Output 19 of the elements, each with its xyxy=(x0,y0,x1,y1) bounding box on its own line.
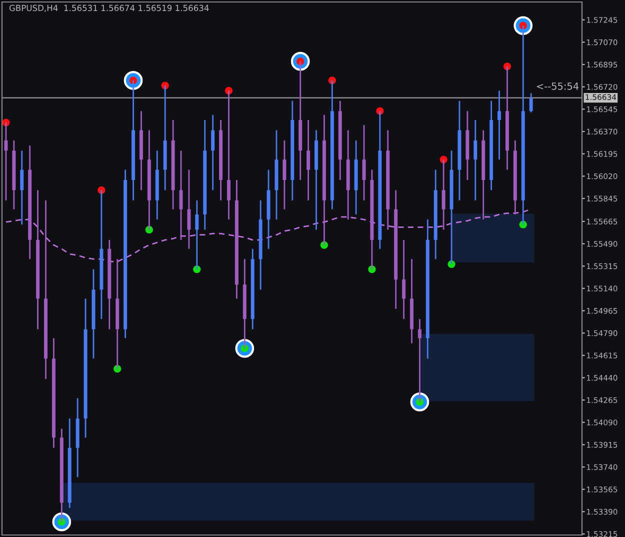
annotation: <--55:54 xyxy=(536,82,579,90)
candlestick xyxy=(195,200,199,270)
candlestick xyxy=(529,92,533,114)
candlestick xyxy=(4,122,8,202)
candlestick xyxy=(20,150,24,226)
candlestick xyxy=(179,150,183,241)
candlestick xyxy=(187,169,191,250)
candlestick xyxy=(418,318,422,403)
candlestick xyxy=(211,114,215,191)
candlestick xyxy=(227,90,230,220)
candlestick xyxy=(498,90,502,160)
candlestick xyxy=(362,124,366,202)
candlestick xyxy=(282,140,286,210)
point xyxy=(368,265,376,274)
candlestick xyxy=(402,239,406,320)
candlestick xyxy=(306,119,310,202)
candlestick xyxy=(474,119,478,202)
chart-title: GBPUSD,H4 1.56531 1.56674 1.56519 1.56634 xyxy=(9,4,209,12)
candlestick xyxy=(442,158,446,230)
